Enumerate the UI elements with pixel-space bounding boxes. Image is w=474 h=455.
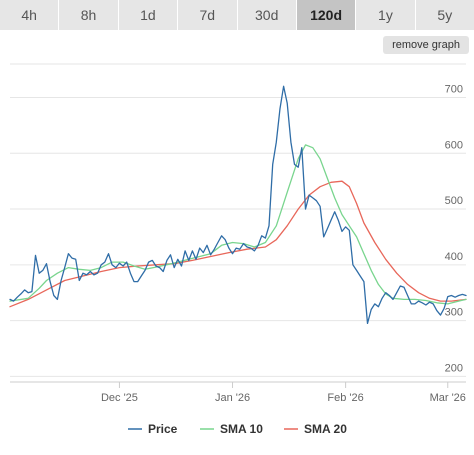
- legend-item-sma-10[interactable]: SMA 10: [220, 422, 263, 436]
- tab-1y[interactable]: 1y: [356, 0, 416, 30]
- tab-30d[interactable]: 30d: [237, 0, 297, 30]
- time-range-tabs: 4h 8h 1d 7d 30d 120d 1y 5y: [0, 0, 474, 30]
- gridlines: [10, 63, 466, 377]
- series-lines: [9, 85, 467, 325]
- x-axis-ticks: Dec '25 Jan '26 Feb '26 Mar '26: [101, 382, 466, 404]
- legend-item-sma-20[interactable]: SMA 20: [304, 422, 347, 436]
- x-tick-label: Feb '26: [327, 392, 363, 404]
- y-tick-label: 300: [445, 307, 463, 319]
- legend: Price SMA 10 SMA 20: [128, 422, 347, 436]
- y-tick-label: 700: [445, 83, 463, 95]
- y-axis-ticks: 200 300 400 500 600 700: [445, 83, 463, 374]
- y-tick-label: 400: [445, 251, 463, 263]
- y-tick-label: 600: [445, 139, 463, 151]
- tab-8h[interactable]: 8h: [59, 0, 119, 30]
- x-tick-label: Jan '26: [215, 392, 250, 404]
- series-line-sma-10: [9, 144, 467, 305]
- tab-5y[interactable]: 5y: [415, 0, 474, 30]
- tab-1d[interactable]: 1d: [118, 0, 179, 30]
- y-tick-label: 200: [445, 362, 463, 374]
- series-line-price: [9, 85, 467, 325]
- tab-7d[interactable]: 7d: [178, 0, 238, 30]
- tab-4h[interactable]: 4h: [0, 0, 60, 30]
- remove-graph-button[interactable]: remove graph: [383, 36, 469, 54]
- series-line-sma-20: [9, 180, 467, 308]
- tab-120d[interactable]: 120d: [296, 0, 357, 30]
- x-tick-label: Dec '25: [101, 392, 138, 404]
- legend-item-price[interactable]: Price: [148, 422, 178, 436]
- x-tick-label: Mar '26: [430, 392, 466, 404]
- y-tick-label: 500: [445, 195, 463, 207]
